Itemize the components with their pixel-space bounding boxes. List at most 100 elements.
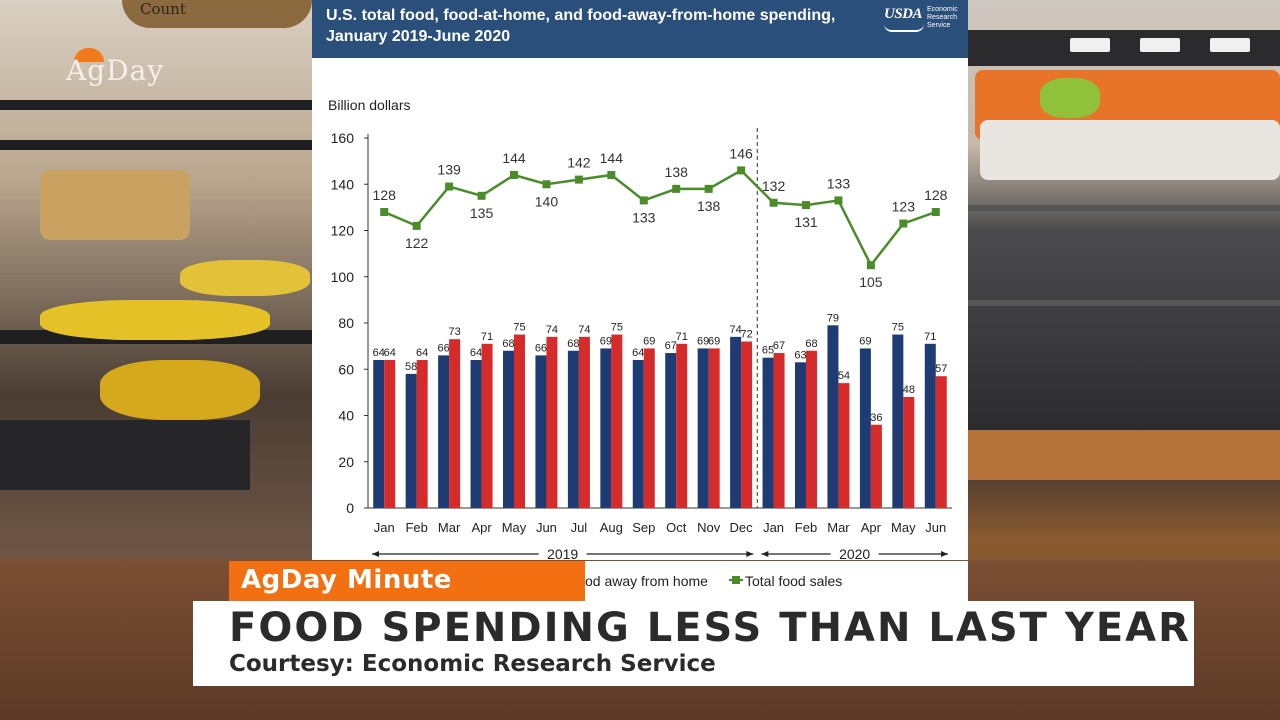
bananas-image <box>40 300 270 340</box>
bananas-image <box>100 360 260 420</box>
y-tick-label: 120 <box>331 223 355 239</box>
data-label-food-away: 71 <box>481 331 493 343</box>
chart-title: U.S. total food, food-at-home, and food-… <box>326 7 836 45</box>
spending-chart: Billion dollars0204060801001201401606464… <box>328 97 952 560</box>
chart-header: U.S. total food, food-at-home, and food-… <box>312 0 968 58</box>
lower-third: FOOD SPENDING LESS THAN LAST YEAR Courte… <box>193 601 1194 686</box>
y-tick-label: 80 <box>338 315 354 331</box>
legend-total-marker-icon <box>729 576 743 584</box>
total-sales-point <box>510 171 518 179</box>
x-tick-label: Oct <box>666 520 687 535</box>
produce-bags-image <box>980 120 1280 180</box>
bar-food-away <box>773 353 785 508</box>
data-label-food-away: 72 <box>740 329 752 341</box>
courtesy-line: Courtesy: Economic Research Service <box>229 651 716 677</box>
store-sign-board <box>122 0 312 28</box>
bar-food-at-home <box>665 353 677 508</box>
arrow-left-icon <box>761 551 769 557</box>
data-label-food-away: 68 <box>805 338 817 350</box>
y-tick-label: 40 <box>338 408 354 424</box>
shelf <box>0 100 312 110</box>
segment-tag-label: AgDay Minute <box>241 565 452 595</box>
total-sales-point <box>802 201 810 210</box>
data-label-food-away: 75 <box>513 322 525 334</box>
bar-food-at-home <box>697 348 709 508</box>
data-label-food-at-home: 69 <box>600 335 612 347</box>
data-label-food-at-home: 75 <box>892 322 904 334</box>
y-tick-label: 160 <box>331 130 355 146</box>
data-label-total: 122 <box>405 235 429 251</box>
data-label-total: 133 <box>827 175 851 191</box>
total-sales-point <box>769 198 778 207</box>
bar-food-away <box>838 383 850 508</box>
data-label-total: 142 <box>567 155 591 171</box>
data-label-total: 133 <box>632 209 656 225</box>
usda-logo-wave-icon <box>884 24 924 32</box>
year-label: 2019 <box>547 546 578 560</box>
bar-food-at-home <box>600 348 612 508</box>
year-label: 2020 <box>839 546 870 560</box>
data-label-food-at-home: 69 <box>697 335 709 347</box>
data-label-food-at-home: 79 <box>827 312 839 324</box>
bar-food-at-home <box>632 360 644 508</box>
data-label-food-at-home: 68 <box>502 338 514 350</box>
price-tag <box>1070 38 1110 52</box>
data-label-total: 140 <box>535 193 559 209</box>
x-tick-label: Feb <box>405 520 427 535</box>
bar-food-away <box>806 350 817 508</box>
data-label-food-at-home: 64 <box>470 347 482 359</box>
bar-food-at-home <box>438 355 450 508</box>
data-label-food-at-home: 68 <box>567 338 579 350</box>
total-sales-point <box>834 196 843 205</box>
bar-food-away <box>870 424 882 508</box>
y-tick-label: 0 <box>346 500 354 516</box>
total-sales-point <box>607 171 616 179</box>
shelf <box>968 300 1280 306</box>
x-tick-label: Apr <box>471 520 492 535</box>
bar-food-at-home <box>795 362 806 508</box>
x-tick-label: Dec <box>730 520 754 535</box>
data-label-food-away: 57 <box>935 363 947 375</box>
data-label-total: 123 <box>892 199 916 215</box>
bar-food-at-home <box>373 360 385 508</box>
bananas-image <box>180 260 310 296</box>
total-sales-point <box>672 184 681 193</box>
data-label-total: 138 <box>665 164 689 180</box>
x-tick-label: Feb <box>795 520 817 535</box>
data-label-food-at-home: 66 <box>437 342 449 354</box>
bar-food-away <box>449 339 461 508</box>
x-tick-label: Nov <box>697 520 721 535</box>
y-tick-label: 100 <box>331 269 355 285</box>
x-tick-label: May <box>891 520 916 535</box>
bar-food-away <box>481 343 493 508</box>
arrow-right-icon <box>746 551 754 557</box>
shelf <box>0 140 312 150</box>
data-label-total: 128 <box>924 187 948 203</box>
total-sales-point <box>866 261 875 270</box>
data-label-food-at-home: 69 <box>859 335 871 347</box>
data-label-food-at-home: 64 <box>632 347 644 359</box>
total-sales-point <box>542 180 551 189</box>
data-label-total: 138 <box>697 198 721 214</box>
x-tick-label: Jan <box>763 520 784 535</box>
total-sales-point <box>412 221 421 230</box>
data-label-food-at-home: 58 <box>405 361 417 373</box>
data-label-food-away: 71 <box>676 331 688 343</box>
y-tick-label: 60 <box>338 361 354 377</box>
legend-item-total: Total food sales <box>745 573 843 589</box>
bar-food-away <box>384 360 396 508</box>
arrow-left-icon <box>372 551 379 557</box>
data-label-food-at-home: 71 <box>924 331 936 343</box>
bar-food-at-home <box>567 350 579 508</box>
bar-food-away <box>578 336 590 508</box>
bar-food-away <box>741 341 753 508</box>
x-tick-label: Aug <box>600 520 623 535</box>
total-sales-point <box>574 175 583 184</box>
y-tick-label: 20 <box>338 454 354 470</box>
data-label-food-at-home: 65 <box>762 345 774 357</box>
data-label-food-away: 64 <box>416 347 428 359</box>
bar-food-away <box>611 334 623 508</box>
data-label-food-away: 69 <box>643 335 655 347</box>
bar-food-away <box>708 348 720 508</box>
data-label-food-away: 67 <box>773 340 785 352</box>
